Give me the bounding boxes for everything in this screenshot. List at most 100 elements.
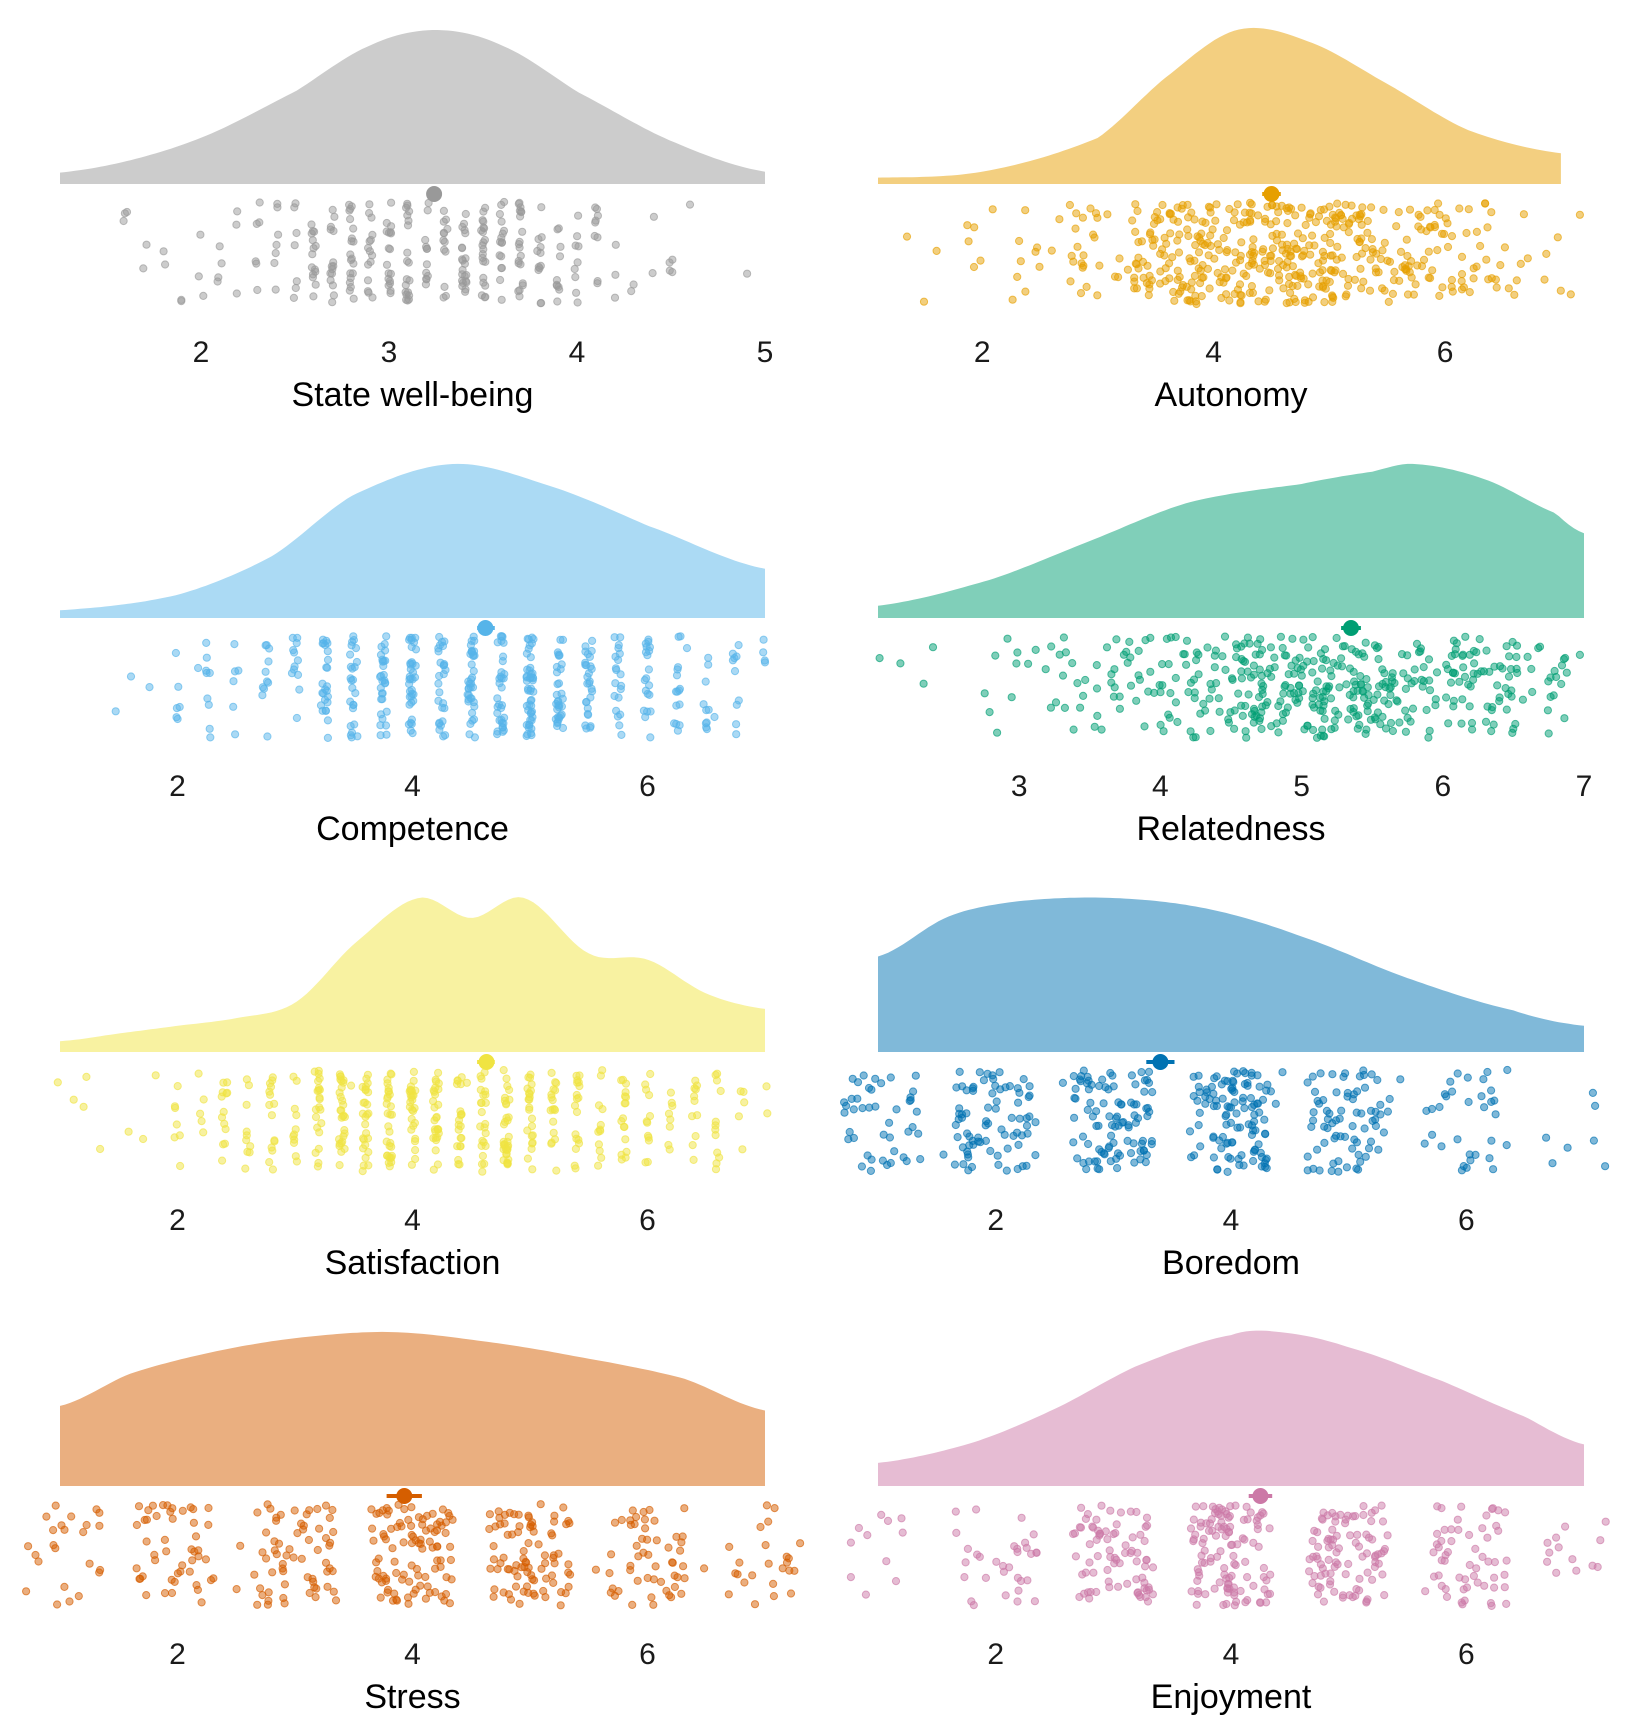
data-point (1190, 215, 1199, 224)
data-point (279, 1567, 288, 1576)
data-point (331, 1596, 341, 1605)
data-point (255, 198, 264, 207)
data-point (386, 1069, 395, 1078)
data-point (550, 1511, 559, 1520)
data-point (1107, 678, 1116, 687)
data-point (1504, 672, 1514, 681)
data-point (353, 732, 362, 741)
data-point (441, 1528, 450, 1538)
data-point (1170, 296, 1179, 305)
data-point (1350, 1135, 1359, 1144)
data-point (1327, 725, 1336, 734)
data-point (645, 681, 654, 690)
data-point (270, 258, 279, 268)
data-point (1475, 635, 1484, 644)
data-point (382, 260, 392, 269)
data-point (1082, 282, 1091, 291)
data-point (1410, 665, 1419, 674)
data-point (1191, 733, 1200, 742)
data-point (489, 1542, 498, 1551)
data-point (429, 1097, 438, 1106)
data-point (400, 1505, 409, 1514)
data-point (1303, 721, 1312, 730)
data-point (502, 1074, 511, 1083)
data-point (732, 720, 741, 729)
data-point (866, 1166, 876, 1176)
data-point (616, 633, 625, 642)
data-point (1448, 668, 1458, 678)
data-point (363, 276, 373, 285)
data-point (540, 1551, 550, 1560)
data-point (1003, 1144, 1012, 1153)
data-point (441, 1590, 451, 1599)
data-point (261, 667, 270, 676)
data-point (1095, 1165, 1104, 1174)
data-point (340, 1112, 349, 1122)
data-point (552, 1079, 561, 1088)
data-point (201, 1555, 210, 1564)
data-point (245, 1148, 254, 1157)
data-point (610, 691, 619, 701)
data-point (1482, 1511, 1491, 1520)
data-point (1493, 681, 1502, 690)
data-point (1158, 660, 1167, 669)
data-point (266, 1090, 275, 1099)
data-point (643, 1118, 652, 1127)
data-point (439, 206, 448, 215)
data-point (1007, 693, 1016, 702)
data-point (272, 240, 281, 249)
data-point (348, 675, 358, 685)
data-point (1220, 632, 1230, 641)
data-point (1107, 1131, 1116, 1140)
data-point (1111, 1529, 1120, 1538)
data-point (1366, 255, 1375, 264)
data-point (1162, 634, 1172, 644)
data-point (1572, 1566, 1581, 1575)
data-point (1437, 1142, 1446, 1151)
data-point (401, 288, 410, 297)
data-point (140, 1515, 149, 1525)
data-point (1512, 276, 1521, 285)
data-point (1402, 235, 1411, 244)
data-point (423, 206, 432, 215)
data-point (979, 1076, 989, 1085)
data-point (255, 218, 264, 227)
data-point (1352, 1164, 1361, 1173)
data-point (572, 288, 581, 297)
data-point (1272, 236, 1282, 245)
data-point (1324, 684, 1333, 693)
data-point (229, 702, 238, 711)
data-point (1363, 216, 1372, 226)
data-point (464, 677, 473, 686)
data-point (505, 1565, 514, 1574)
data-point (1344, 1559, 1353, 1569)
data-point (556, 635, 565, 644)
data-point (1092, 1107, 1101, 1116)
data-point (1133, 206, 1142, 216)
data-point (441, 1518, 450, 1527)
data-point (666, 1115, 675, 1124)
data-point (526, 684, 536, 693)
data-point (250, 1570, 259, 1579)
data-point (1591, 1101, 1600, 1111)
data-point (407, 1503, 416, 1512)
data-point (1196, 709, 1205, 718)
data-point (702, 718, 711, 727)
data-point (215, 242, 224, 251)
data-point (339, 1078, 348, 1087)
data-point (547, 1090, 556, 1099)
data-point (730, 667, 740, 676)
data-point (1318, 266, 1327, 275)
data-point (1502, 1556, 1511, 1565)
data-point (1213, 1552, 1222, 1561)
data-point (1283, 206, 1293, 215)
data-point (991, 1104, 1000, 1113)
data-point (1361, 638, 1370, 647)
data-point (1012, 659, 1021, 668)
data-point (1236, 251, 1245, 260)
data-point (1184, 231, 1193, 241)
data-point (1113, 1164, 1122, 1173)
data-point (1356, 264, 1365, 273)
data-point (886, 1073, 895, 1082)
data-point (1086, 1587, 1095, 1597)
